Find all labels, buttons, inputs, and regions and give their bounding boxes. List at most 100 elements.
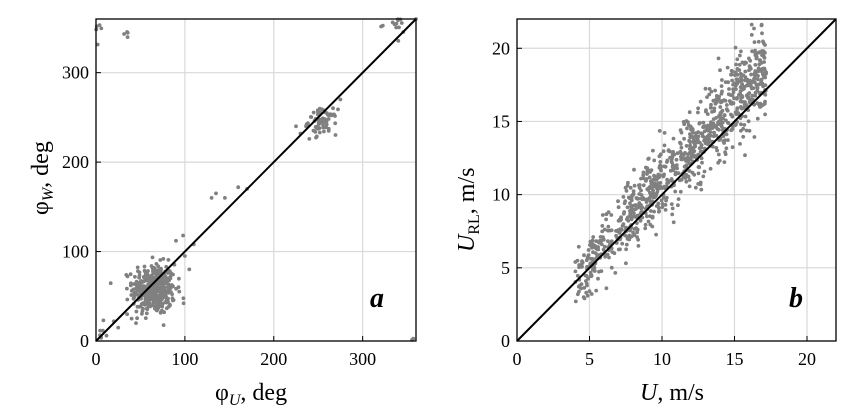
data-point-b-888 — [606, 228, 610, 233]
data-point-b-507 — [729, 127, 734, 132]
data-point-b-584 — [740, 99, 745, 104]
data-point-a-351 — [167, 302, 172, 307]
data-point-b-572 — [749, 72, 753, 77]
data-point-b-63 — [725, 65, 730, 70]
data-point-a-451 — [313, 130, 318, 134]
data-point-b-698 — [594, 239, 599, 244]
data-point-b-736 — [630, 234, 634, 239]
ticks-b: 0 5 10 15 20 0 5 10 15 20 — [492, 38, 816, 369]
data-point-b-929 — [733, 73, 737, 77]
data-point-a-480 — [314, 124, 318, 129]
data-point-a-488 — [325, 111, 329, 116]
data-point-b-925 — [606, 224, 611, 229]
data-point-b-437 — [637, 183, 642, 187]
data-point-b-807 — [590, 245, 594, 250]
data-point-b-688 — [716, 152, 721, 157]
data-point-b-856 — [687, 184, 692, 189]
data-point-a-214 — [135, 316, 140, 321]
data-point-b-505 — [719, 123, 724, 128]
data-point-b-808 — [688, 135, 693, 140]
data-point-b-926 — [589, 273, 594, 278]
data-point-a-499 — [397, 25, 401, 30]
data-point-b-954 — [576, 292, 580, 297]
data-point-b-862 — [704, 108, 708, 112]
data-point-b-896 — [755, 88, 760, 93]
data-point-b-597 — [580, 260, 585, 265]
data-point-b-174 — [678, 189, 683, 194]
data-point-b-922 — [702, 129, 707, 134]
data-point-b-904 — [652, 209, 656, 214]
data-point-b-679 — [645, 187, 650, 192]
data-point-b-887 — [678, 140, 682, 145]
data-point-b-397 — [629, 195, 634, 200]
data-point-b-840 — [576, 284, 581, 289]
data-point-a-409 — [147, 302, 152, 306]
plot-frame-b — [516, 18, 837, 342]
data-point-a-505 — [394, 25, 399, 30]
data-point-b-746 — [641, 176, 646, 181]
data-point-b-762 — [624, 261, 628, 266]
data-point-b-13 — [701, 120, 706, 125]
data-point-b-732 — [731, 90, 736, 94]
data-point-b-952 — [744, 61, 748, 65]
data-point-a-535 — [187, 267, 192, 272]
data-point-b-659 — [646, 219, 651, 224]
data-point-a-384 — [159, 285, 164, 289]
data-point-b-803 — [618, 227, 623, 232]
data-point-a-371 — [171, 298, 176, 302]
data-point-b-417 — [691, 130, 695, 135]
data-point-b-912 — [735, 106, 740, 110]
data-point-a-381 — [161, 323, 166, 327]
data-point-b-457 — [674, 171, 679, 175]
data-point-a-401 — [151, 291, 156, 296]
data-point-b-845 — [753, 93, 758, 98]
data-point-a-427 — [306, 121, 310, 126]
data-point-b-356 — [741, 134, 746, 139]
data-point-b-461 — [752, 135, 757, 139]
data-point-a-445 — [333, 114, 337, 118]
data-point-b-660 — [723, 138, 727, 143]
data-point-b-733 — [641, 170, 646, 175]
data-point-b-737 — [743, 153, 747, 158]
data-point-b-738 — [749, 33, 754, 37]
data-point-b-376 — [604, 217, 608, 222]
data-point-b-757 — [627, 228, 632, 233]
data-point-b-200 — [725, 108, 730, 113]
y-tick-label-a-1: 100 — [62, 242, 89, 262]
x-axis-label-b-unit: , m/s — [657, 380, 704, 406]
data-point-b-476 — [749, 22, 754, 27]
data-point-b-918 — [763, 92, 768, 97]
data-point-b-410 — [620, 224, 625, 228]
x-axis-label-a-sub: U — [229, 392, 242, 409]
data-point-b-682 — [687, 178, 692, 182]
data-point-a-398 — [143, 273, 148, 277]
data-point-b-729 — [596, 276, 600, 281]
data-point-b-613 — [700, 160, 704, 165]
data-point-a-288 — [125, 286, 129, 291]
data-point-b-823 — [747, 64, 752, 68]
data-point-b-898 — [619, 215, 623, 220]
data-point-b-427 — [682, 122, 687, 127]
data-point-b-487 — [671, 136, 676, 141]
data-point-b-238 — [645, 214, 649, 219]
data-point-a-540 — [338, 97, 343, 102]
data-point-b-315 — [762, 54, 766, 59]
y-tick-label-b-4: 20 — [492, 38, 510, 58]
data-point-b-432 — [693, 185, 698, 190]
data-point-a-474 — [321, 125, 326, 130]
data-point-b-215 — [657, 129, 662, 133]
data-point-b-882 — [730, 113, 735, 118]
data-point-b-228 — [760, 31, 764, 36]
data-point-b-277 — [598, 235, 603, 239]
data-point-b-884 — [696, 134, 701, 139]
data-point-b-630 — [700, 134, 705, 139]
data-point-a-312 — [160, 302, 165, 307]
data-point-b-331 — [632, 227, 637, 231]
data-point-b-363 — [616, 199, 620, 204]
data-point-a-350 — [149, 273, 154, 278]
data-point-b-446 — [580, 265, 584, 269]
data-point-a-506 — [380, 23, 385, 28]
data-point-b-665 — [723, 150, 727, 155]
data-point-b-647 — [689, 153, 694, 157]
data-point-a-296 — [151, 265, 156, 270]
